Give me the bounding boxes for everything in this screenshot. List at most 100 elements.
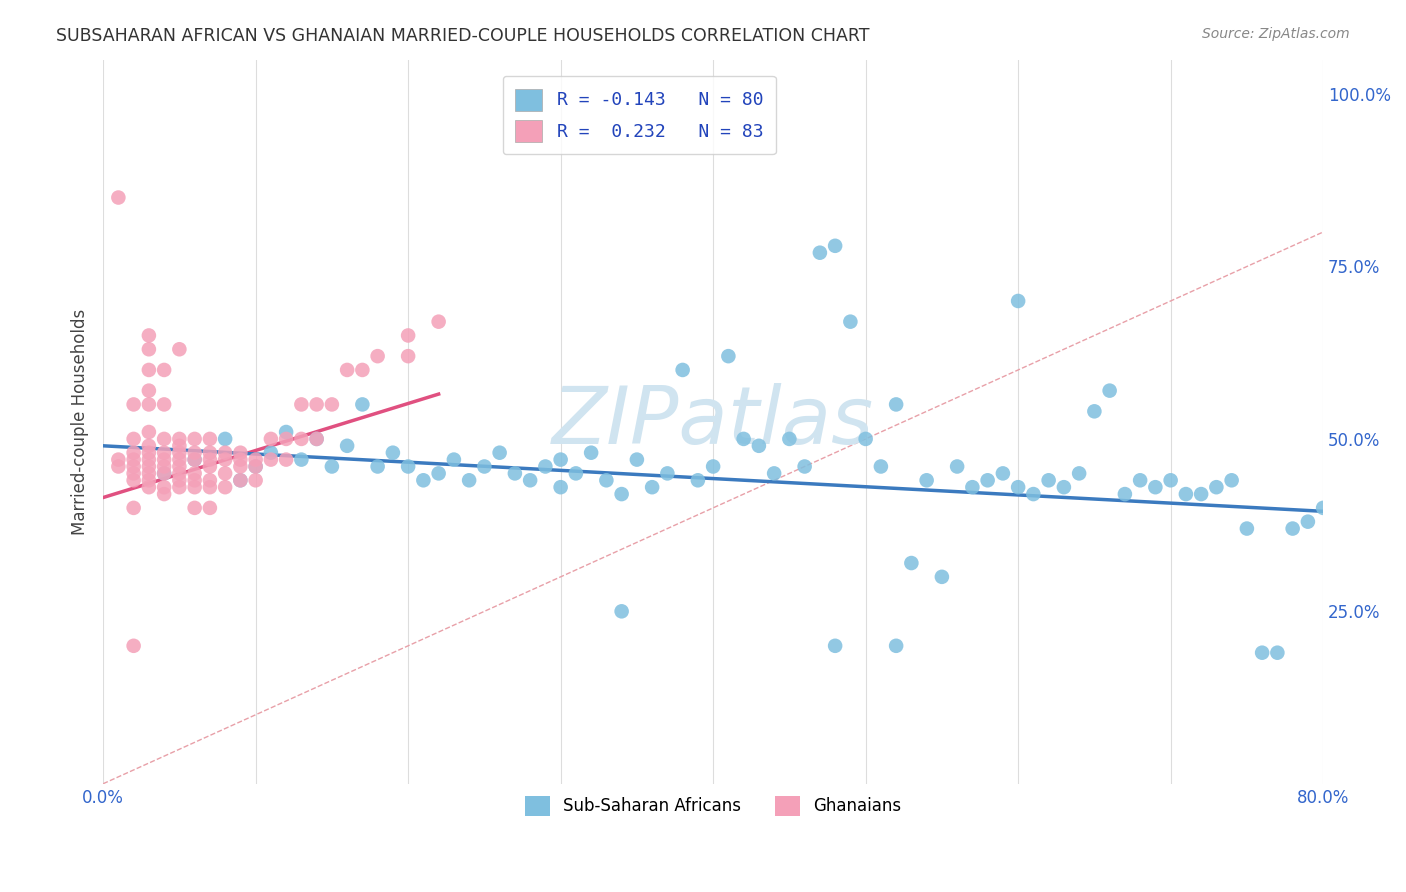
Point (884, 639, 907, 653)
Point (855, 432, 877, 446)
Point (122, 452, 145, 467)
Text: SUBSAHARAN AFRICAN VS GHANAIAN MARRIED-COUPLE HOUSEHOLDS CORRELATION CHART: SUBSAHARAN AFRICAN VS GHANAIAN MARRIED-C… (56, 27, 870, 45)
Point (214, 446, 236, 460)
Point (305, 432, 328, 446)
Point (245, 459, 267, 474)
Point (915, 473, 938, 487)
Point (793, 459, 815, 474)
Point (183, 432, 205, 446)
Point (198, 473, 221, 487)
Point (396, 328, 419, 343)
Point (427, 315, 450, 329)
Point (748, 439, 770, 453)
Point (122, 473, 145, 487)
Point (1267, 646, 1289, 660)
Point (153, 446, 176, 460)
Point (352, 397, 374, 411)
Point (107, 452, 129, 467)
Point (229, 452, 252, 467)
Point (321, 459, 343, 474)
Point (198, 432, 221, 446)
Point (1281, 522, 1303, 536)
Point (336, 439, 359, 453)
Point (1038, 473, 1060, 487)
Point (229, 446, 252, 460)
Point (122, 446, 145, 460)
Point (245, 452, 267, 467)
Point (214, 452, 236, 467)
Point (1129, 473, 1152, 487)
Point (138, 328, 160, 343)
Point (138, 384, 160, 398)
Point (1312, 500, 1334, 515)
Point (169, 432, 191, 446)
Point (183, 452, 205, 467)
Point (1069, 467, 1091, 481)
Point (260, 446, 283, 460)
Point (610, 604, 633, 618)
Point (976, 473, 998, 487)
Point (198, 500, 221, 515)
Point (503, 467, 526, 481)
Point (672, 363, 695, 377)
Point (305, 397, 328, 411)
Point (321, 397, 343, 411)
Point (153, 397, 176, 411)
Point (245, 459, 267, 474)
Point (260, 452, 283, 467)
Point (412, 473, 434, 487)
Point (153, 467, 176, 481)
Point (169, 480, 191, 494)
Point (962, 480, 984, 494)
Point (290, 452, 312, 467)
Point (305, 432, 328, 446)
Point (138, 452, 160, 467)
Point (808, 245, 831, 260)
Point (427, 467, 450, 481)
Point (198, 446, 221, 460)
Point (153, 452, 176, 467)
Point (153, 432, 176, 446)
Point (169, 439, 191, 453)
Point (686, 473, 709, 487)
Point (1144, 480, 1167, 494)
Point (1236, 522, 1258, 536)
Point (122, 500, 145, 515)
Point (183, 480, 205, 494)
Point (153, 467, 176, 481)
Point (229, 473, 252, 487)
Point (1205, 480, 1227, 494)
Point (169, 467, 191, 481)
Point (641, 480, 664, 494)
Point (198, 480, 221, 494)
Point (169, 343, 191, 357)
Point (245, 473, 267, 487)
Point (198, 452, 221, 467)
Point (733, 432, 755, 446)
Point (153, 459, 176, 474)
Point (169, 473, 191, 487)
Point (778, 432, 800, 446)
Point (381, 446, 404, 460)
Point (931, 570, 953, 584)
Point (138, 397, 160, 411)
Point (260, 432, 283, 446)
Point (138, 343, 160, 357)
Point (565, 467, 588, 481)
Point (107, 190, 129, 204)
Point (138, 459, 160, 474)
Point (153, 363, 176, 377)
Point (138, 446, 160, 460)
Point (153, 480, 176, 494)
Point (550, 480, 572, 494)
Point (1022, 487, 1045, 501)
Point (138, 363, 160, 377)
Point (138, 425, 160, 439)
Point (1098, 384, 1121, 398)
Point (657, 467, 679, 481)
Point (884, 397, 907, 411)
Point (702, 459, 724, 474)
Point (946, 459, 969, 474)
Point (290, 432, 312, 446)
Point (352, 363, 374, 377)
